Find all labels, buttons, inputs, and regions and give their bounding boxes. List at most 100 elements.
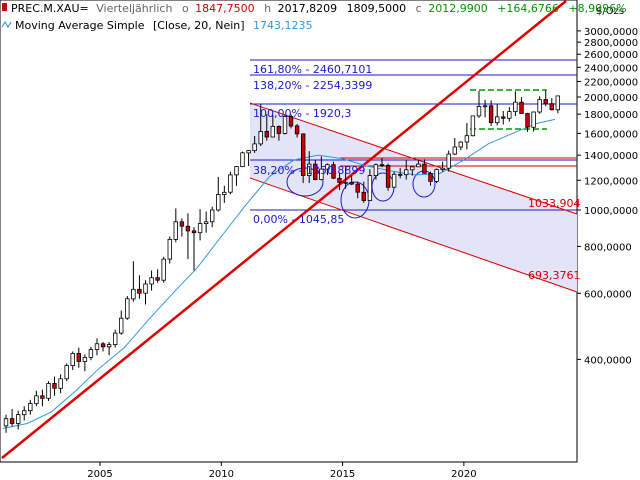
candle-body-up xyxy=(325,164,330,170)
candle-body-down xyxy=(349,181,354,185)
candle-body-up xyxy=(94,343,100,350)
legend-close-value: 2012,9900 xyxy=(428,2,488,15)
candle-body-up xyxy=(228,174,233,193)
candle xyxy=(222,185,227,203)
candle xyxy=(501,111,506,125)
candle-body-up xyxy=(416,163,421,168)
candle xyxy=(82,354,88,372)
candle-body-up xyxy=(21,410,27,416)
candle-body-down xyxy=(300,133,306,176)
legend-close-label: c xyxy=(416,2,422,15)
candle xyxy=(276,125,282,141)
candle-body-up xyxy=(28,403,33,412)
candle-body-down xyxy=(179,221,185,227)
candle xyxy=(21,406,27,421)
candle-body-up xyxy=(446,153,451,169)
candle-body-up xyxy=(197,223,203,234)
candle xyxy=(519,97,524,114)
candle-body-up xyxy=(494,116,500,124)
candle xyxy=(403,160,409,180)
svg-text:Moving Average Simple [C: Moving Average Simple [Close, 20, Nein] … xyxy=(15,19,313,32)
y-tick-label: 2200,0000 xyxy=(584,77,638,88)
x-tick-label: 2010 xyxy=(209,469,234,480)
ma-legend-icon xyxy=(1,20,12,29)
candle-body-up xyxy=(434,169,439,182)
candle-body-up xyxy=(222,191,227,195)
candle xyxy=(458,141,463,150)
long-term-trendline xyxy=(1,0,567,459)
candle-body-up xyxy=(70,352,75,366)
candle xyxy=(94,338,100,356)
candle xyxy=(264,114,269,141)
x-tick-label: 2015 xyxy=(330,469,355,480)
candle-body-up xyxy=(319,168,324,181)
candle-body-up xyxy=(343,181,348,184)
candle-body-up xyxy=(173,221,178,240)
candle-body-down xyxy=(422,163,427,174)
candle xyxy=(113,329,118,348)
candle xyxy=(34,390,39,407)
candle-body-down xyxy=(137,288,142,294)
candle xyxy=(76,347,81,368)
candle-body-down xyxy=(355,183,360,193)
candle xyxy=(385,163,391,191)
candle-body-down xyxy=(501,116,506,119)
candle-body-up xyxy=(58,378,63,389)
candle xyxy=(258,103,263,147)
candle-body-up xyxy=(119,317,124,334)
candle xyxy=(306,151,312,184)
candle-body-up xyxy=(458,141,463,148)
candle-body-up xyxy=(106,344,112,348)
legend-ma-value: 1743,1235 xyxy=(253,19,313,32)
candle xyxy=(440,161,445,172)
y-tick-label: 1600,0000 xyxy=(584,129,638,140)
candle xyxy=(422,159,427,174)
candle-body-up xyxy=(537,99,542,113)
candle xyxy=(337,172,342,191)
candle-body-down xyxy=(525,113,530,128)
legend-open-label: o xyxy=(182,2,189,15)
candle-body-down xyxy=(331,164,336,179)
candle xyxy=(513,91,518,116)
x-tick-label: 2005 xyxy=(87,469,112,480)
candle xyxy=(428,171,433,186)
candle-body-down xyxy=(549,103,554,111)
fib-138-label: 138,20% - 2254,3399 xyxy=(253,79,372,92)
fib-161-label: 161,80% - 2460,7101 xyxy=(253,63,372,76)
candle-body-down xyxy=(543,99,548,105)
candle xyxy=(106,341,112,356)
candle xyxy=(185,213,191,260)
price-channel-fill xyxy=(250,103,577,292)
candle-body-up xyxy=(88,349,94,358)
y-tick-label: 3000,0000 xyxy=(584,27,638,38)
candle-body-up xyxy=(270,126,275,138)
candle xyxy=(173,208,178,243)
legend-high-label: h xyxy=(264,2,271,15)
candle-body-up xyxy=(240,152,245,168)
legend-interval: Vierteljährlich xyxy=(96,2,172,15)
candle xyxy=(216,176,221,212)
candle-body-up xyxy=(125,298,130,319)
candle-body-down xyxy=(313,163,318,181)
candle-body-down xyxy=(385,164,391,188)
candle-body-down xyxy=(519,101,524,114)
candle xyxy=(482,99,488,118)
candle xyxy=(494,104,500,126)
candle-body-up xyxy=(282,116,288,134)
candle-body-up xyxy=(234,166,239,176)
candle xyxy=(149,270,154,291)
candle xyxy=(167,236,172,264)
candle xyxy=(252,135,257,153)
candle-body-up xyxy=(3,418,9,427)
candle-body-up xyxy=(410,166,415,171)
candle-body-down xyxy=(40,395,45,399)
candle-body-up xyxy=(143,283,148,294)
candle xyxy=(416,159,421,168)
legend-open-value: 1847,7500 xyxy=(195,2,255,15)
candle xyxy=(555,95,560,114)
candle-body-up xyxy=(216,194,221,211)
y-unit-label: $/Ozs xyxy=(596,6,624,17)
candle xyxy=(367,169,373,201)
